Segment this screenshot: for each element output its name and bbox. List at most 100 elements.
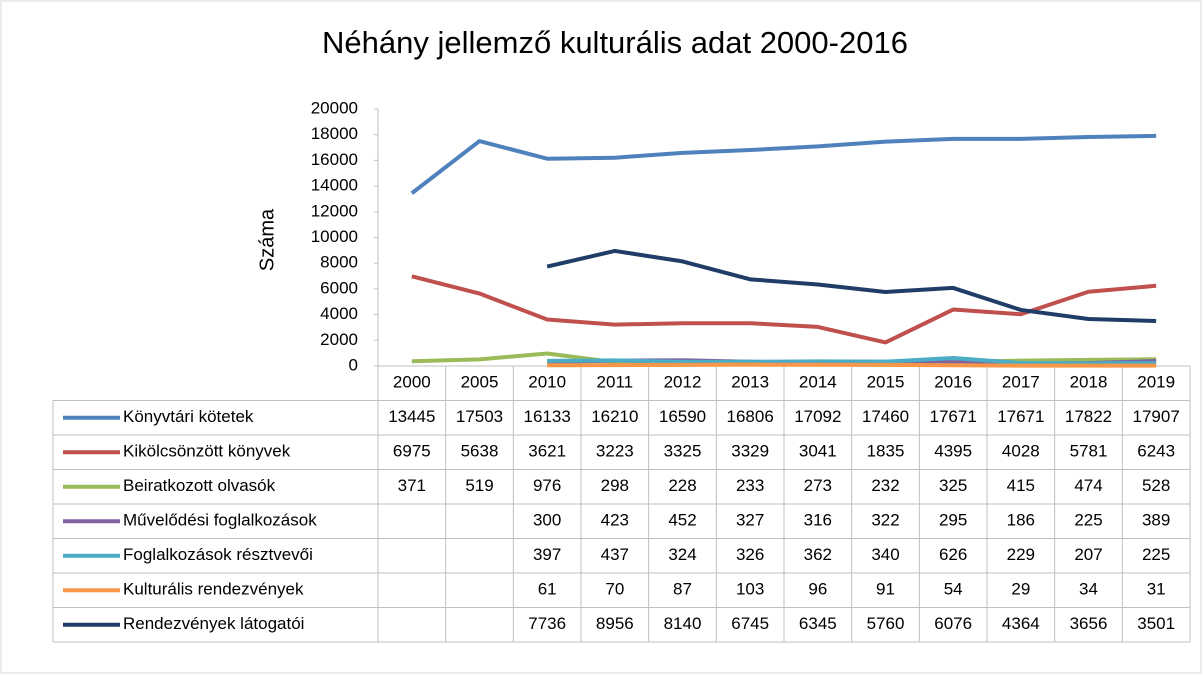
chart-title: Néhány jellemző kulturális adat 2000-201… xyxy=(322,25,908,60)
x-tick-label: 2017 xyxy=(1002,373,1040,392)
table-value: 3223 xyxy=(596,442,634,461)
table-value: 6975 xyxy=(393,442,431,461)
table-value: 437 xyxy=(601,545,629,564)
table-value: 17671 xyxy=(930,407,977,426)
x-tick-label: 2016 xyxy=(934,373,972,392)
x-tick-label: 2018 xyxy=(1070,373,1108,392)
x-tick-label: 2014 xyxy=(799,373,837,392)
table-value: 8140 xyxy=(664,614,702,633)
y-tick-label: 8000 xyxy=(320,253,358,272)
table-value: 232 xyxy=(871,476,899,495)
x-tick-label: 2005 xyxy=(461,373,499,392)
y-tick-label: 0 xyxy=(349,355,358,374)
table-value: 96 xyxy=(808,580,827,599)
table-value: 397 xyxy=(533,545,561,564)
table-value: 6345 xyxy=(799,614,837,633)
table-value: 3041 xyxy=(799,442,837,461)
table-value: 6243 xyxy=(1137,442,1175,461)
legend-label: Beiratkozott olvasók xyxy=(123,476,276,495)
table-value: 8956 xyxy=(596,614,634,633)
table-value: 316 xyxy=(804,511,832,530)
table-value: 54 xyxy=(944,580,963,599)
table-value: 5760 xyxy=(867,614,905,633)
table-value: 87 xyxy=(673,580,692,599)
table-value: 324 xyxy=(668,545,696,564)
series-line xyxy=(547,362,1157,368)
legend-label: Könyvtári kötetek xyxy=(123,407,254,426)
table-value: 340 xyxy=(871,545,899,564)
table-value: 3329 xyxy=(731,442,769,461)
table-value: 7736 xyxy=(528,614,566,633)
series-line xyxy=(546,248,1157,324)
legend-label: Rendezvények látogatói xyxy=(123,614,304,633)
table-value: 225 xyxy=(1142,545,1170,564)
table-value: 16210 xyxy=(591,407,638,426)
table-value: 16806 xyxy=(727,407,774,426)
series-line xyxy=(547,355,1157,366)
table-value: 6745 xyxy=(731,614,769,633)
table-value: 186 xyxy=(1007,511,1035,530)
legend-label: Foglalkozások résztvevői xyxy=(123,545,313,564)
table-value: 519 xyxy=(465,476,493,495)
table-value: 362 xyxy=(804,545,832,564)
table-value: 17822 xyxy=(1065,407,1112,426)
table-value: 4364 xyxy=(1002,614,1040,633)
table-value: 4395 xyxy=(934,442,972,461)
y-tick-label: 6000 xyxy=(320,278,358,297)
legend-label: Művelődési foglalkozások xyxy=(123,511,317,530)
table-value: 325 xyxy=(939,476,967,495)
table-value: 326 xyxy=(736,545,764,564)
table-value: 298 xyxy=(601,476,629,495)
table-value: 229 xyxy=(1007,545,1035,564)
legend-label: Kikölcsönzött könyvek xyxy=(123,442,291,461)
y-tick-label: 16000 xyxy=(311,150,358,169)
table-value: 5781 xyxy=(1070,442,1108,461)
x-tick-label: 2013 xyxy=(731,373,769,392)
table-value: 371 xyxy=(398,476,426,495)
table-value: 61 xyxy=(538,580,557,599)
table-value: 3325 xyxy=(664,442,702,461)
y-tick-label: 14000 xyxy=(311,176,358,195)
table-value: 300 xyxy=(533,511,561,530)
table-value: 70 xyxy=(605,580,624,599)
table-value: 976 xyxy=(533,476,561,495)
table-value: 626 xyxy=(939,545,967,564)
table-value: 17671 xyxy=(997,407,1044,426)
table-value: 91 xyxy=(876,580,895,599)
table-value: 29 xyxy=(1011,580,1030,599)
table-value: 389 xyxy=(1142,511,1170,530)
table-value: 228 xyxy=(668,476,696,495)
table-value: 103 xyxy=(736,580,764,599)
table-value: 17460 xyxy=(862,407,909,426)
legend-label: Kulturális rendezvények xyxy=(123,580,304,599)
table-value: 415 xyxy=(1007,476,1035,495)
x-tick-label: 2011 xyxy=(597,373,634,392)
table-value: 17907 xyxy=(1133,407,1180,426)
table-value: 474 xyxy=(1074,476,1102,495)
y-tick-label: 2000 xyxy=(320,330,358,349)
table-value: 34 xyxy=(1079,580,1098,599)
x-tick-label: 2012 xyxy=(664,373,702,392)
table-value: 295 xyxy=(939,511,967,530)
table-value: 207 xyxy=(1074,545,1102,564)
table-value: 452 xyxy=(668,511,696,530)
series-line xyxy=(410,133,1157,195)
table-value: 327 xyxy=(736,511,764,530)
table-value: 423 xyxy=(601,511,629,530)
x-tick-label: 2010 xyxy=(528,373,566,392)
x-tick-label: 2000 xyxy=(393,373,431,392)
y-tick-label: 12000 xyxy=(311,201,358,220)
table-value: 5638 xyxy=(461,442,499,461)
y-tick-label: 20000 xyxy=(311,98,358,117)
table-value: 1835 xyxy=(867,442,905,461)
table-value: 17503 xyxy=(456,407,503,426)
table-value: 273 xyxy=(804,476,832,495)
table-value: 13445 xyxy=(388,407,435,426)
x-tick-label: 2015 xyxy=(867,373,905,392)
table-value: 3501 xyxy=(1137,614,1175,633)
y-tick-label: 4000 xyxy=(320,304,358,323)
table-value: 225 xyxy=(1074,511,1102,530)
table-value: 16590 xyxy=(659,407,706,426)
